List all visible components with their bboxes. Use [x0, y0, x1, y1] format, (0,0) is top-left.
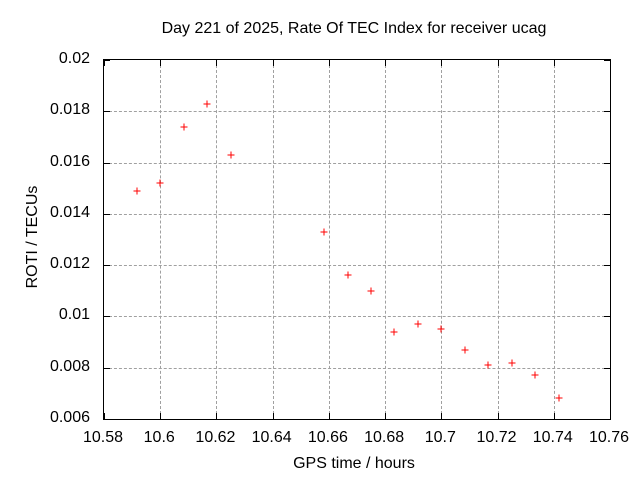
gridline-horizontal: [104, 265, 610, 267]
gridline-horizontal: [104, 213, 610, 215]
x-tick-mark-top: [104, 60, 105, 66]
data-point-marker: [437, 325, 445, 333]
x-tick-label: 10.58: [82, 429, 124, 446]
gridline-horizontal: [104, 316, 610, 318]
gridline-vertical: [272, 60, 274, 419]
y-tick-mark-left: [104, 213, 110, 215]
x-tick-mark-top: [497, 60, 499, 66]
y-tick-mark-right: [604, 367, 610, 369]
x-tick-mark-bottom: [216, 413, 218, 419]
x-tick-mark-bottom: [385, 413, 387, 419]
x-tick-mark-top: [441, 60, 443, 66]
data-point-marker: [508, 359, 516, 367]
y-tick-label: 0.014: [49, 203, 90, 221]
x-tick-mark-bottom: [328, 413, 330, 419]
x-tick-label: 10.76: [588, 429, 630, 446]
x-tick-mark-top: [216, 60, 218, 66]
y-tick-mark-right: [604, 162, 610, 164]
data-point-marker: [484, 361, 492, 369]
x-tick-mark-top: [272, 60, 274, 66]
x-tick-label: 10.7: [424, 429, 456, 446]
y-tick-label: 0.01: [58, 306, 90, 324]
y-tick-mark-right: [604, 316, 610, 318]
x-tick-mark-bottom: [497, 413, 499, 419]
x-axis-label: GPS time / hours: [293, 455, 415, 472]
data-point-marker: [227, 151, 234, 159]
data-point-marker: [367, 287, 375, 295]
x-tick-label: 10.6: [143, 429, 175, 446]
x-tick-mark-top: [610, 60, 611, 66]
x-tick-label: 10.66: [307, 429, 348, 446]
y-tick-label: 0.016: [49, 152, 90, 170]
y-tick-label: 0.02: [58, 50, 90, 67]
data-point-marker: [414, 320, 422, 328]
x-tick-mark-top: [328, 60, 330, 66]
gridline-vertical: [553, 60, 555, 419]
x-tick-mark-top: [553, 60, 555, 66]
x-tick-mark-top: [160, 60, 162, 66]
data-point-marker: [133, 187, 141, 195]
data-point-marker: [344, 271, 352, 279]
gridline-vertical: [216, 60, 218, 419]
y-tick-label: 0.012: [49, 255, 90, 273]
y-tick-mark-left: [104, 162, 110, 164]
y-tick-mark-left: [104, 367, 110, 369]
data-point-marker: [461, 346, 469, 354]
gridline-vertical: [385, 60, 387, 419]
x-tick-label: 10.64: [251, 429, 292, 446]
data-point-marker: [320, 228, 328, 236]
x-tick-label: 10.68: [364, 429, 405, 446]
data-point-marker: [390, 328, 398, 336]
y-tick-mark-right: [604, 60, 610, 61]
y-tick-mark-left: [104, 111, 110, 113]
data-point-marker: [180, 123, 188, 131]
x-tick-mark-bottom: [553, 413, 555, 419]
gridline-vertical: [497, 60, 499, 419]
x-tick-label: 10.72: [476, 429, 517, 446]
gridline-horizontal: [104, 162, 610, 164]
x-tick-mark-bottom: [441, 413, 443, 419]
y-tick-mark-left: [104, 419, 110, 420]
y-tick-mark-left: [104, 265, 110, 267]
gridline-horizontal: [104, 367, 610, 369]
y-tick-mark-right: [604, 111, 610, 113]
gridline-horizontal: [104, 111, 610, 113]
y-tick-mark-left: [104, 316, 110, 318]
y-tick-label: 0.018: [49, 101, 90, 119]
x-tick-mark-bottom: [104, 413, 105, 419]
x-tick-label: 10.62: [195, 429, 236, 446]
data-point-marker: [555, 394, 563, 402]
data-point-marker: [203, 100, 211, 108]
x-tick-mark-bottom: [160, 413, 162, 419]
x-tick-mark-bottom: [272, 413, 274, 419]
x-tick-label: 10.74: [532, 429, 573, 446]
x-tick-mark-bottom: [610, 413, 611, 419]
gridline-vertical: [160, 60, 162, 419]
y-tick-mark-right: [604, 213, 610, 215]
y-tick-label: 0.006: [49, 409, 90, 426]
gridline-vertical: [441, 60, 443, 419]
chart-title: Day 221 of 2025, Rate Of TEC Index for r…: [161, 20, 547, 37]
gridline-vertical: [328, 60, 330, 419]
x-tick-mark-top: [385, 60, 387, 66]
y-tick-mark-right: [604, 265, 610, 267]
y-tick-mark-right: [604, 419, 610, 420]
plot-area: [103, 59, 611, 420]
data-point-marker: [156, 179, 164, 187]
y-tick-label: 0.008: [49, 357, 90, 375]
y-tick-mark-left: [104, 60, 110, 61]
data-point-marker: [531, 371, 539, 379]
